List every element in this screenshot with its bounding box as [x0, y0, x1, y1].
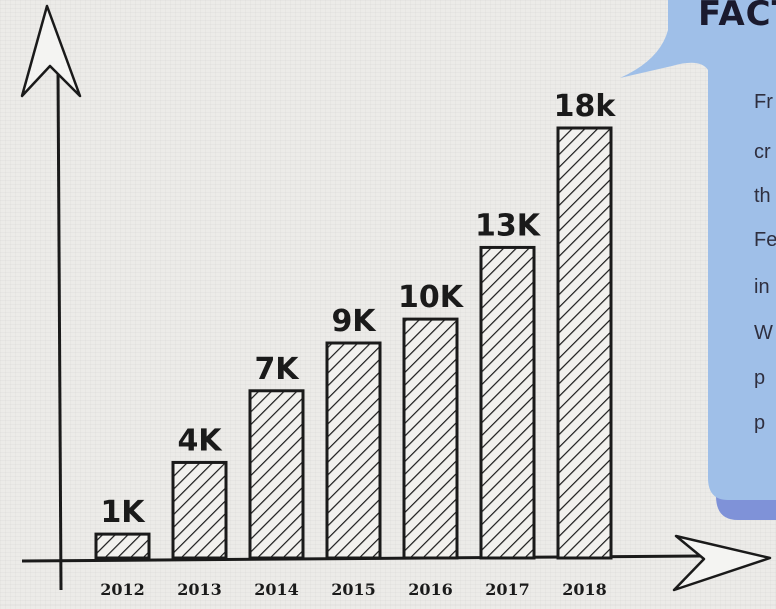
- bar-2018: [556, 126, 613, 560]
- value-label: 18k: [554, 89, 617, 124]
- x-tick-label: 2016: [408, 580, 453, 599]
- x-tick-label: 2015: [331, 580, 376, 599]
- x-tick-label: 2014: [254, 580, 299, 599]
- value-label: 7K: [254, 352, 300, 387]
- bar-2015: [325, 341, 382, 560]
- fact-line: Fr: [754, 91, 773, 113]
- fact-line: Fe: [754, 229, 776, 251]
- bar-2016: [402, 317, 459, 560]
- speech-bubble-icon: [620, 0, 776, 520]
- fact-line: W: [754, 322, 773, 344]
- y-axis-line: [56, 69, 63, 591]
- value-label: 4K: [177, 423, 223, 458]
- bar-2012: [94, 532, 151, 560]
- x-tick-label: 2017: [485, 580, 530, 599]
- bar-2014: [248, 389, 305, 560]
- bar-2013: [171, 460, 228, 560]
- bar-2017: [479, 245, 536, 560]
- fact-line: p: [754, 412, 766, 434]
- value-label: 1K: [100, 495, 146, 530]
- facts-callout: [620, 0, 776, 605]
- x-tick-label: 2013: [177, 580, 222, 599]
- x-tick-label: 2012: [100, 580, 145, 599]
- y-axis-arrowhead: [20, 4, 82, 98]
- fact-line: cr: [754, 141, 771, 163]
- fact-line: p: [754, 367, 766, 389]
- facts-title: FACT: [698, 0, 776, 34]
- x-axis-arrowhead: [672, 534, 772, 592]
- fact-line: in: [754, 276, 770, 298]
- fact-line: th: [754, 185, 771, 207]
- value-label: 13K: [475, 208, 542, 243]
- x-tick-label: 2018: [562, 580, 607, 599]
- value-label: 10K: [398, 280, 465, 315]
- value-label: 9K: [331, 304, 377, 339]
- bars-group: 1K 2012 4K 2013 7K 2014 9K 2015 10K 2016 13K 2017 18…: [94, 89, 617, 599]
